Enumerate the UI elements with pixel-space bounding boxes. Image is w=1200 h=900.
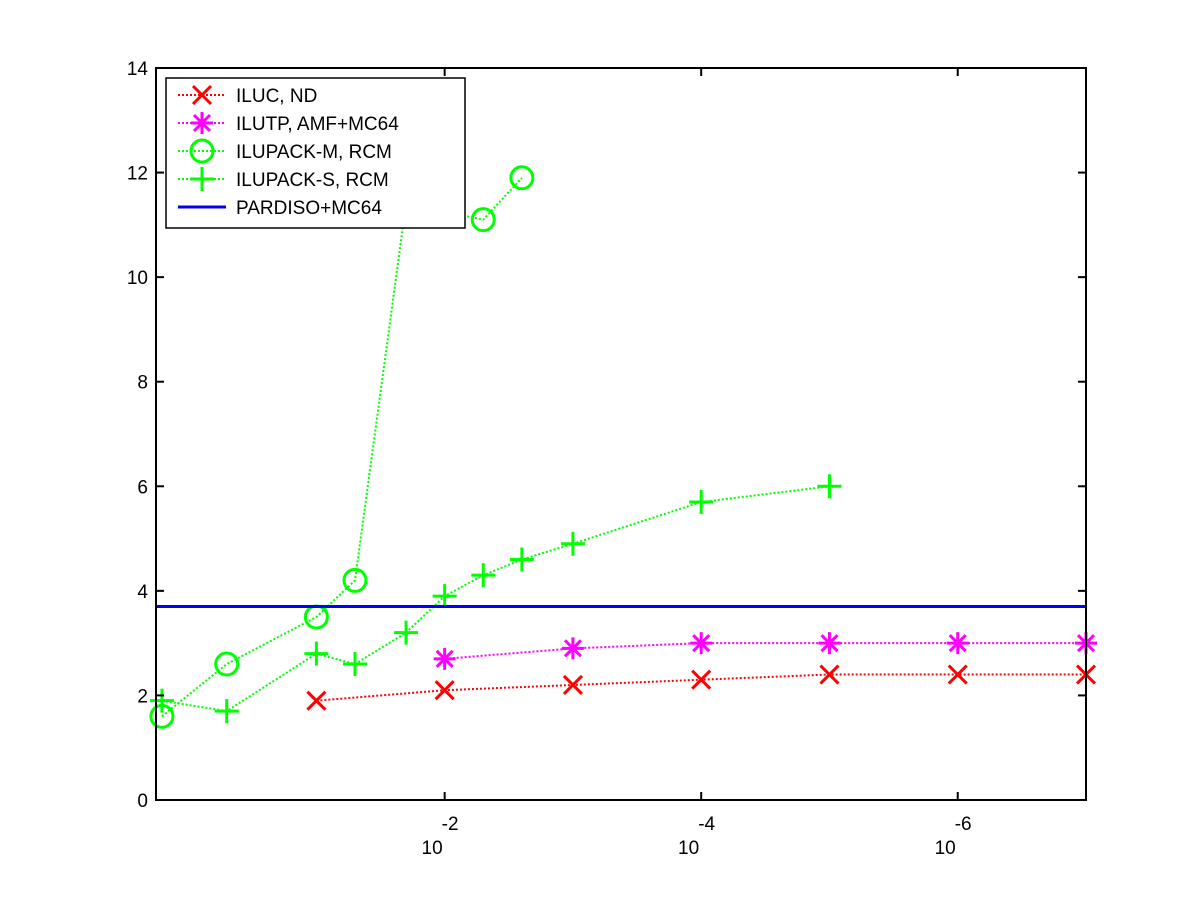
- legend-box: [165, 77, 466, 229]
- legend-label: ILUPACK-S, RCM: [236, 170, 389, 191]
- data-point: [306, 690, 327, 711]
- y-tick-label: 14: [127, 59, 149, 80]
- data-point: [470, 207, 496, 233]
- legend-marker: [191, 84, 213, 106]
- legend: ILUC, ND ILUTP, AMF+MC64 ILUPACK-M, RCM ILU…: [165, 77, 466, 229]
- legend-marker: [191, 112, 213, 134]
- y-tick-label: 2: [137, 686, 148, 707]
- data-point: [394, 620, 419, 645]
- y-tick-label: 12: [127, 164, 148, 185]
- data-point: [561, 637, 584, 660]
- data-point: [817, 474, 842, 499]
- data-point: [343, 652, 368, 677]
- y-tick-label: 8: [137, 373, 148, 394]
- series-3: [149, 165, 535, 729]
- legend-marker: [189, 138, 215, 164]
- axis-ticks: 0 2 4 6 8 10 12 14 10 -2 10 -4 10 -6: [127, 59, 1086, 859]
- legend-label: ILUTP, AMF+MC64: [236, 114, 399, 135]
- series-4: [149, 474, 842, 724]
- legend-entry: ILUPACK-M, RCM: [178, 138, 392, 164]
- y-tick-label: 10: [127, 268, 148, 289]
- data-point: [690, 632, 713, 655]
- data-point: [149, 688, 174, 713]
- series-line: [161, 485, 830, 713]
- legend-label: ILUC, ND: [236, 86, 317, 107]
- x-tick-label-exponent: -2: [442, 814, 459, 835]
- data-point: [691, 669, 712, 690]
- data-point: [562, 674, 583, 696]
- series-layer: [149, 165, 1097, 729]
- y-tick-label: 4: [137, 582, 148, 603]
- data-point: [946, 632, 969, 655]
- data-point: [689, 489, 714, 514]
- legend-entry: ILUTP, AMF+MC64: [178, 112, 399, 135]
- y-tick-label: 6: [137, 477, 148, 498]
- x-tick-label-exponent: -4: [698, 814, 715, 835]
- data-point: [214, 651, 240, 677]
- data-point: [471, 563, 496, 588]
- data-point: [818, 632, 841, 655]
- x-tick-label-base: 10: [422, 838, 443, 859]
- data-point: [304, 641, 329, 666]
- data-point: [432, 584, 457, 609]
- plot-area: [155, 67, 1087, 801]
- x-tick-label-exponent: -6: [955, 814, 972, 835]
- x-tick-label-base: 10: [935, 838, 956, 859]
- data-point: [819, 664, 840, 685]
- series-1: [306, 664, 1097, 711]
- legend-entry: ILUC, ND: [178, 84, 317, 107]
- data-point: [433, 647, 456, 670]
- data-point: [509, 547, 534, 572]
- data-point: [434, 680, 455, 701]
- series-2: [433, 632, 1097, 670]
- y-tick-label: 0: [137, 791, 148, 812]
- series-line: [444, 642, 1086, 660]
- legend-entry: PARDISO+MC64: [178, 198, 382, 219]
- legend-label: PARDISO+MC64: [236, 198, 382, 219]
- legend-label: ILUPACK-M, RCM: [236, 142, 392, 163]
- legend-entry: ILUPACK-S, RCM: [178, 167, 389, 191]
- data-point: [342, 567, 368, 593]
- x-tick-label-base: 10: [678, 838, 699, 859]
- data-point: [509, 165, 535, 191]
- data-point: [214, 699, 239, 724]
- legend-marker: [190, 167, 214, 191]
- data-point: [560, 531, 585, 556]
- data-point: [947, 664, 968, 685]
- series-line: [161, 177, 523, 718]
